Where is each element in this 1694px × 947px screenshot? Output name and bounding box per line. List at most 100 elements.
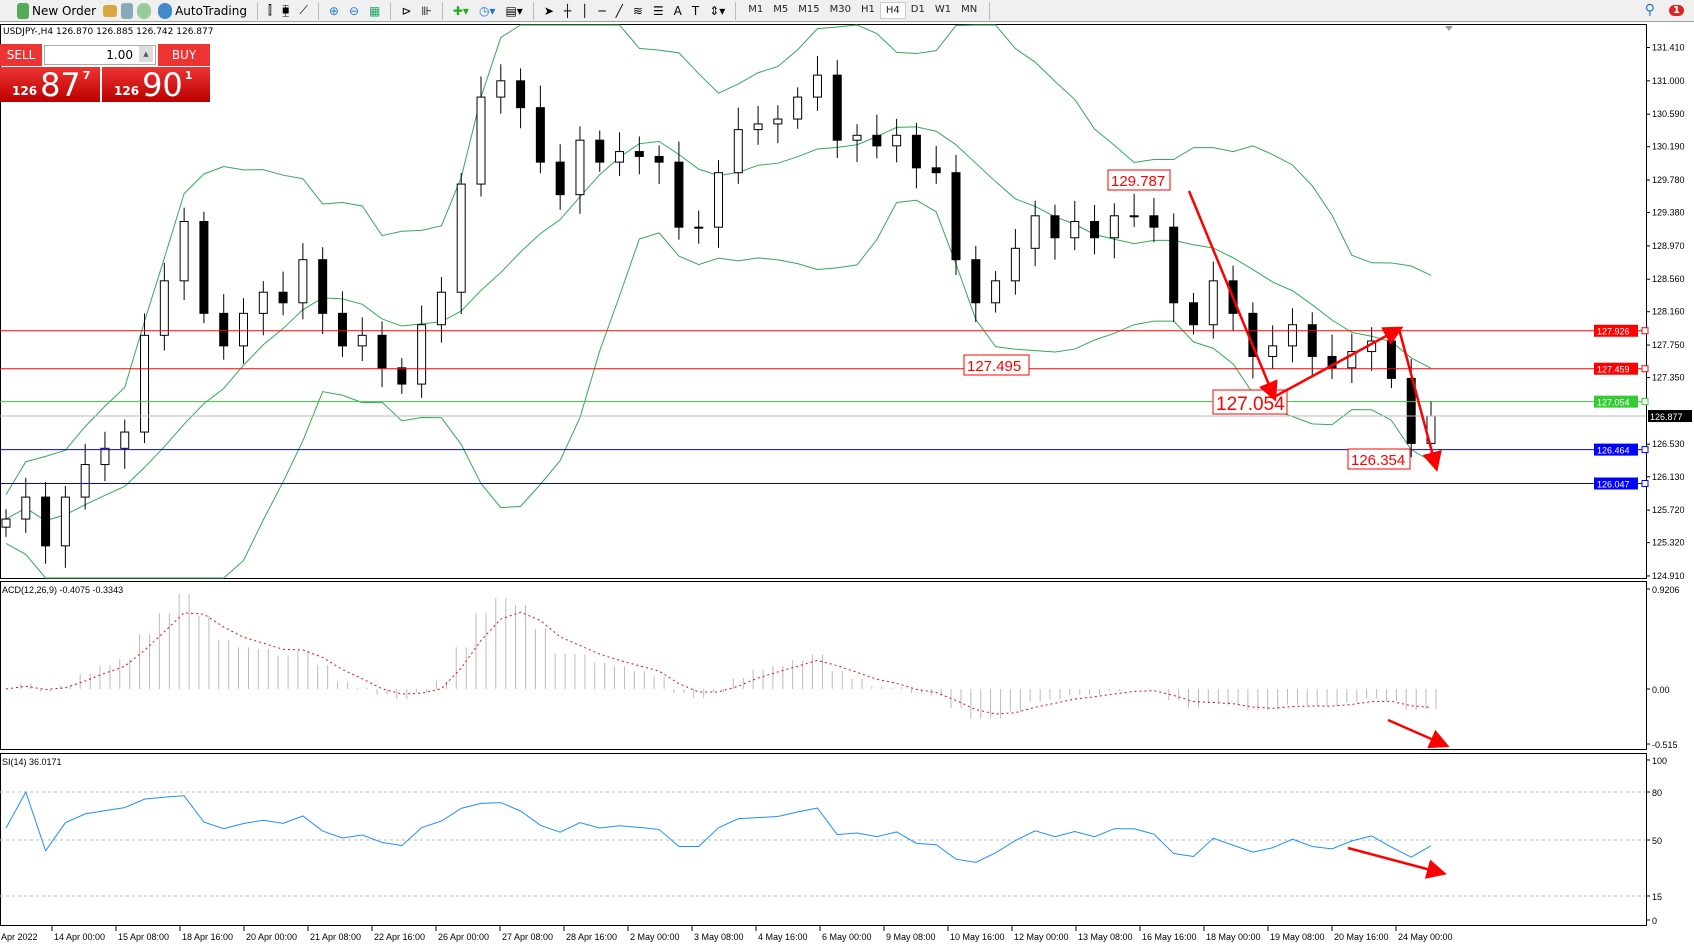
buy-price[interactable]: 126 90 1	[102, 67, 210, 102]
separator	[532, 1, 534, 20]
chart-shift-icon[interactable]: ⊳	[401, 3, 412, 18]
tile-windows-icon[interactable]: ▦	[369, 3, 381, 18]
signals-icon[interactable]	[137, 2, 152, 19]
candle-body	[199, 220, 209, 314]
time-label: 10 May 16:00	[950, 932, 1005, 942]
line-handle	[1641, 480, 1649, 488]
rsi-line	[5, 790, 1432, 863]
candlestick-icon[interactable]: ⧯	[281, 3, 290, 17]
timeframe-h1[interactable]: H1	[861, 4, 875, 15]
candle-body	[1268, 345, 1278, 357]
cursor-icon[interactable]: ➤	[543, 3, 554, 18]
autotrading-button[interactable]: AutoTrading	[155, 1, 250, 21]
candle-body	[1010, 247, 1020, 282]
candle-body	[1050, 215, 1060, 239]
candle-body	[377, 334, 387, 369]
candle-body	[1208, 280, 1218, 326]
candle-body	[436, 291, 446, 326]
candle-body	[832, 74, 842, 141]
new-order-button[interactable]: New Order	[14, 1, 99, 21]
candle-body	[1386, 340, 1396, 379]
candle-body	[120, 431, 130, 449]
price-tick-label: 131.410	[1652, 43, 1685, 53]
line-handle	[1641, 327, 1649, 335]
candle-body	[1070, 220, 1080, 239]
sell-button[interactable]: SELL	[0, 44, 42, 66]
price-tick-label: 127.750	[1652, 340, 1685, 350]
candle-body	[615, 151, 625, 163]
autoscroll-icon[interactable]: ⊪	[421, 3, 432, 18]
candle-body	[1189, 302, 1198, 326]
zoom-in-icon[interactable]: ⊕	[328, 3, 339, 18]
candle-body	[892, 134, 902, 147]
data-window-icon[interactable]	[121, 2, 134, 19]
sell-price[interactable]: 126 87 7	[0, 67, 100, 102]
horizontal-line-icon[interactable]: ─	[598, 3, 606, 18]
hline-price-label: 126.464	[1597, 446, 1630, 456]
candle-body	[694, 226, 704, 229]
text-label-icon[interactable]: T	[691, 3, 700, 18]
bar-chart-icon[interactable]: ⫿	[267, 3, 272, 17]
bid-label-bg	[1648, 410, 1692, 423]
price-label-bg	[1594, 477, 1638, 490]
candle-body	[21, 496, 31, 520]
time-label: 13 May 08:00	[1078, 932, 1133, 942]
candle-body	[80, 464, 90, 498]
vertical-line-icon[interactable]: │	[581, 3, 589, 18]
line-chart-icon[interactable]: ⟋	[299, 3, 308, 17]
price-tick-label: 127.350	[1652, 373, 1685, 383]
timeframe-d1[interactable]: D1	[910, 4, 925, 15]
candle-body	[1347, 351, 1357, 369]
line-handle	[1641, 398, 1649, 406]
candle-body	[140, 334, 150, 433]
timeframe-h4[interactable]: H4	[879, 2, 906, 19]
hline-price-label: 127.054	[1597, 398, 1630, 408]
candle-body	[337, 312, 347, 347]
time-label: 24 May 00:00	[1398, 932, 1453, 942]
rsi-tick-label: 0	[1652, 916, 1657, 926]
candle-body	[852, 134, 862, 141]
timeframe-w1[interactable]: W1	[934, 4, 952, 15]
notifications-badge[interactable]: 1	[1669, 4, 1684, 16]
fibonacci-icon[interactable]: ≋	[632, 3, 643, 18]
rsi-label: SI(14) 36.0171	[2, 757, 62, 767]
indicators-icon[interactable]: ✚▾	[452, 3, 469, 18]
candle-body	[555, 161, 565, 196]
search-icon[interactable]: ⚲	[1644, 2, 1656, 18]
templates-icon[interactable]: ▤▾	[505, 3, 523, 18]
trendline-icon[interactable]: ╱	[615, 3, 623, 18]
timeframe-m15[interactable]: M15	[798, 4, 820, 15]
market-watch-icon[interactable]	[103, 4, 118, 17]
price-annotation-box	[1107, 169, 1171, 191]
timeframe-mn[interactable]: MN	[961, 4, 978, 15]
lot-increase-button[interactable]: ▲	[139, 46, 153, 62]
autotrading-icon	[158, 2, 173, 19]
candle-body	[298, 259, 308, 304]
price-tick-label: 130.590	[1652, 109, 1685, 119]
separator	[256, 1, 258, 20]
candle-body	[258, 291, 268, 314]
timeframe-m5[interactable]: M5	[773, 4, 789, 15]
time-label: 20 May 16:00	[1334, 932, 1389, 942]
price-tick-label: 126.130	[1652, 472, 1685, 482]
lot-size-input[interactable]: 1.00	[44, 45, 156, 65]
macd-tick-label: 0.9206	[1652, 585, 1680, 595]
timeframe-m1[interactable]: M1	[748, 4, 764, 15]
periods-icon[interactable]: ◷▾	[478, 3, 496, 18]
text-icon[interactable]: A	[673, 3, 682, 18]
arrows-icon[interactable]: ⇕▾	[709, 3, 726, 18]
hline-price-label: 127.459	[1597, 365, 1630, 375]
crosshair-icon[interactable]: ┼	[563, 3, 572, 18]
fibo-lines-icon[interactable]: ☰	[652, 3, 664, 18]
candle-body	[318, 259, 328, 314]
time-label: 6 May 00:00	[822, 932, 872, 942]
time-label: 21 Apr 08:00	[310, 932, 361, 942]
candle-body	[991, 280, 1001, 304]
buy-button[interactable]: BUY	[158, 44, 210, 66]
price-tick-label: 131.000	[1652, 76, 1685, 86]
zoom-out-icon[interactable]: ⊖	[348, 3, 360, 18]
timeframe-m30[interactable]: M30	[829, 4, 852, 15]
candle-body	[1, 518, 11, 528]
price-tick-label: 125.320	[1652, 538, 1685, 548]
